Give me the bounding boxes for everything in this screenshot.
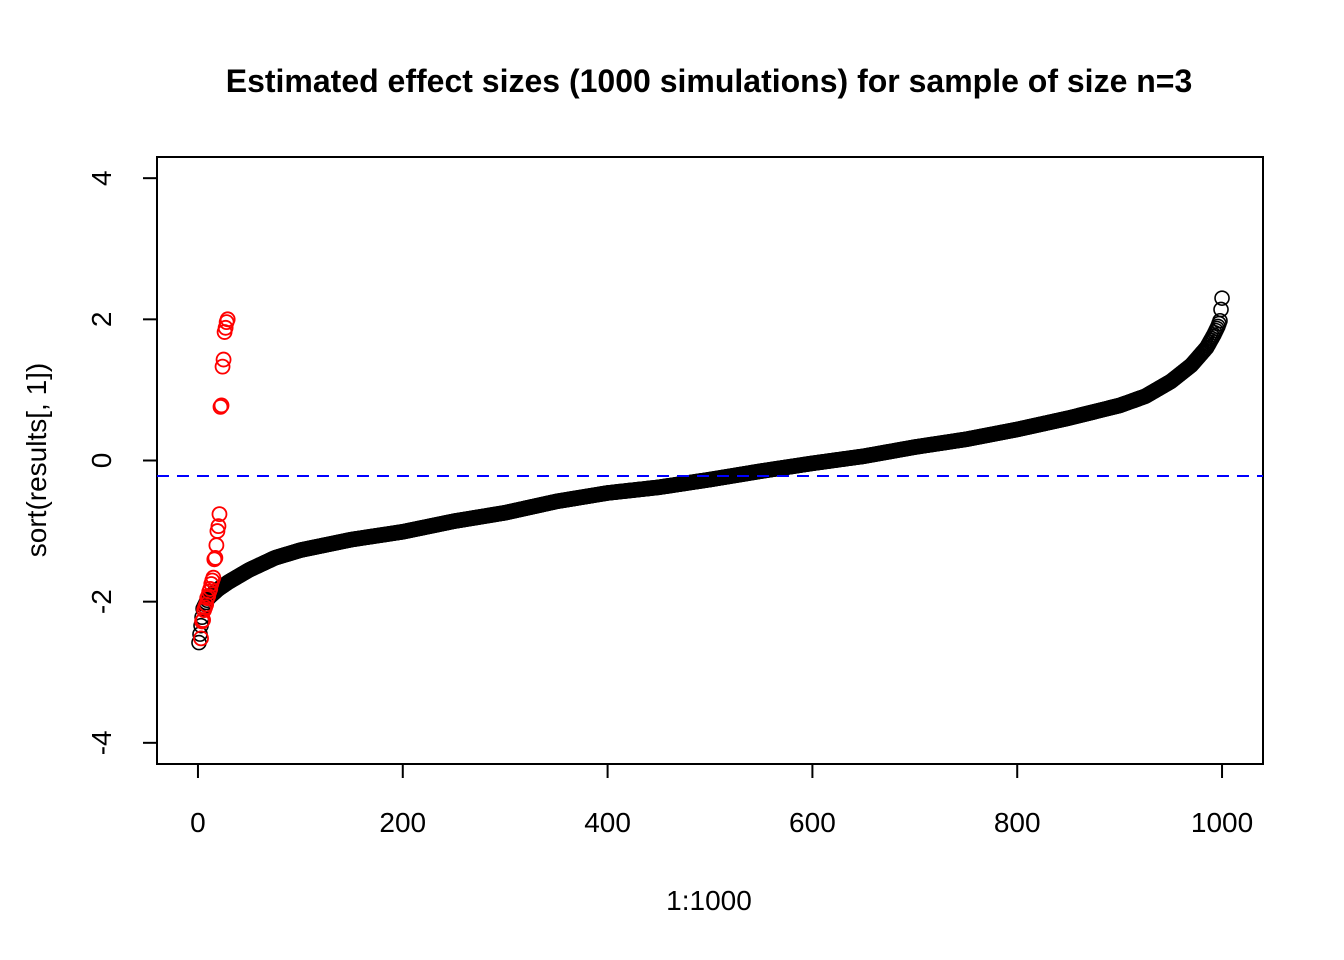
y-tick-label: -4 [86,730,117,755]
highlighted-point [217,319,234,336]
x-tick-label: 600 [789,807,836,838]
y-tick-label: -2 [86,589,117,614]
y-axis-label: sort(results[, 1]) [21,363,52,557]
chart-title: Estimated effect sizes (1000 simulations… [226,63,1193,99]
highlighted-point [205,569,222,586]
y-tick-label: 0 [86,453,117,469]
highlighted-point [213,397,230,414]
x-tick-label: 200 [379,807,426,838]
highlighted-point [214,358,231,375]
y-tick-label: 4 [86,170,117,186]
x-axis-label: 1:1000 [666,885,752,916]
x-tick-label: 1000 [1191,807,1253,838]
data-point [1214,290,1230,306]
highlighted-point [215,351,232,368]
highlighted-point [210,518,227,535]
x-axis: 0 200 400 600 800 1000 [190,763,1253,838]
x-tick-label: 0 [190,807,206,838]
plot-frame [156,156,1264,765]
highlighted-point [211,506,228,523]
x-tick-label: 800 [994,807,1041,838]
data-point [1213,301,1229,318]
x-tick-label: 400 [584,807,631,838]
y-axis: -4 -2 0 2 4 [86,170,158,755]
data-points [191,290,1230,651]
data-point [1212,312,1228,329]
highlighted-point [193,630,209,647]
highlighted-point [195,612,211,628]
highlighted-point [219,311,236,328]
highlighted-point [207,550,224,566]
y-tick-label: 2 [86,312,117,328]
